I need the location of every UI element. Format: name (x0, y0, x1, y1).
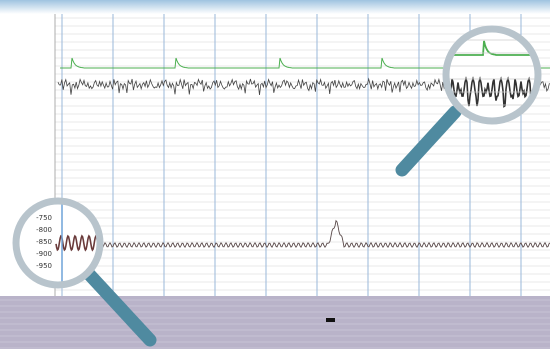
trace (446, 76, 538, 108)
axis-label: -850 (36, 238, 52, 246)
grid (54, 14, 550, 296)
axis-label: -750 (36, 214, 52, 222)
trace (446, 40, 538, 56)
trace (55, 234, 100, 252)
axis-label: -800 (36, 226, 52, 234)
axis-label: -900 (36, 250, 52, 258)
event-marker (326, 318, 335, 322)
top-band (0, 0, 550, 14)
axis-label: -950 (36, 262, 52, 270)
magnifier (395, 25, 542, 177)
event-rows (0, 299, 550, 349)
event-panel (0, 296, 550, 349)
magnifier: -750 -800 -850 -900 -950 (12, 197, 157, 347)
trace (61, 219, 550, 249)
